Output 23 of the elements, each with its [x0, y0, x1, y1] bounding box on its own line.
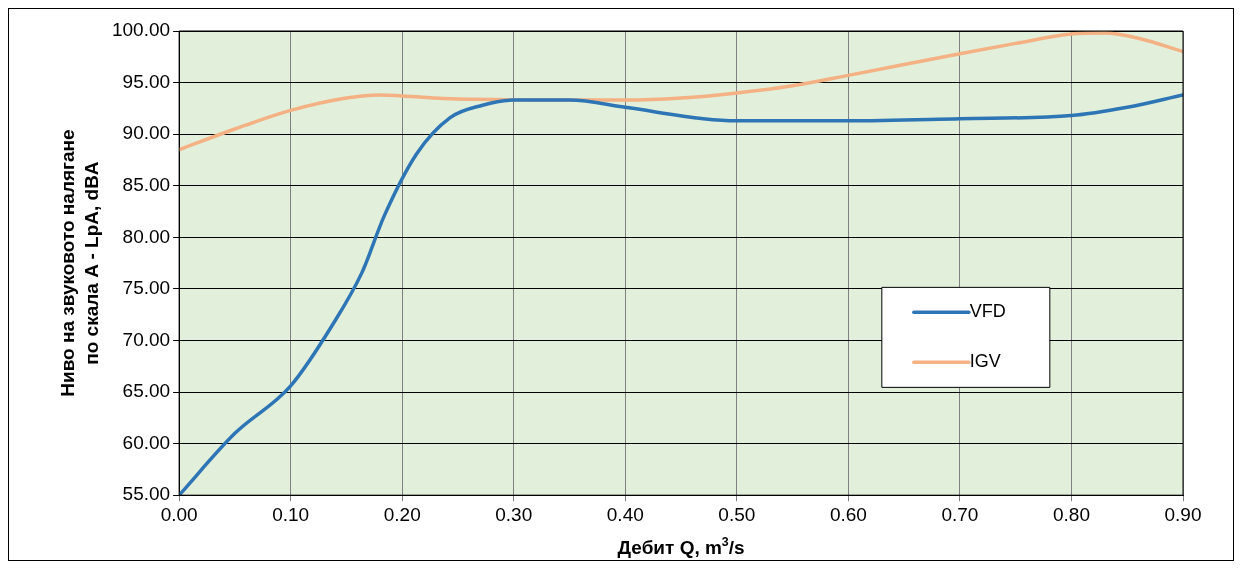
y-tick-label: 75.00	[122, 277, 171, 299]
legend-label: VFD	[969, 301, 1006, 322]
y-tick-label: 95.00	[122, 70, 171, 92]
x-tick-label: 0.20	[383, 503, 421, 525]
legend-label: IGV	[969, 351, 1001, 372]
x-tick-label: 0.80	[1052, 503, 1090, 525]
x-tick-label: 0.60	[829, 503, 867, 525]
y-tick-label: 70.00	[122, 328, 171, 350]
y-tick-label: 65.00	[122, 380, 171, 402]
y-tick-label: 80.00	[122, 225, 171, 247]
y-tick-label: 55.00	[122, 483, 171, 505]
x-tick-label: 0.00	[160, 503, 198, 525]
x-tick-label: 0.70	[941, 503, 979, 525]
y-tick-label: 85.00	[122, 173, 171, 195]
x-tick-label: 0.30	[495, 503, 533, 525]
x-tick-label: 0.90	[1164, 503, 1202, 525]
y-tick-label: 100.00	[111, 19, 171, 41]
y-tick-label: 60.00	[122, 431, 171, 453]
y-tick-label: 90.00	[122, 122, 171, 144]
x-tick-label: 0.40	[606, 503, 644, 525]
x-tick-label: 0.10	[272, 503, 310, 525]
y-axis-title: Ниво на звуковото налягане по скала A - LpA, dBA	[57, 129, 103, 397]
x-tick-label: 0.50	[718, 503, 756, 525]
